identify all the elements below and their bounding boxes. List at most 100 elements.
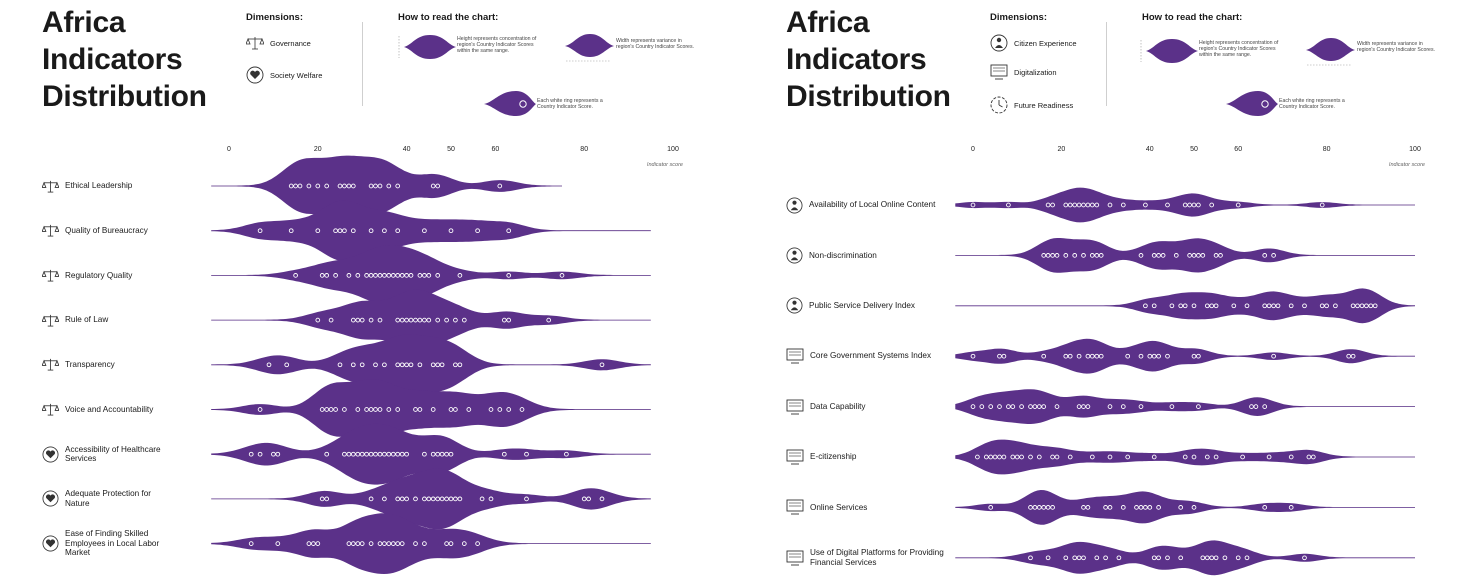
score-ring	[1081, 404, 1086, 409]
legend-ring-text: Each white ring represents a Country Ind…	[1279, 98, 1345, 110]
score-ring	[337, 228, 343, 234]
score-ring	[475, 228, 480, 234]
score-ring	[422, 541, 427, 546]
score-ring	[992, 454, 998, 460]
score-ring	[350, 228, 356, 234]
score-ring	[1010, 404, 1016, 409]
score-ring	[426, 496, 432, 502]
score-ring	[599, 362, 605, 368]
score-ring	[1262, 505, 1268, 510]
score-ring	[1350, 353, 1356, 359]
score-ring	[1213, 303, 1219, 309]
score-ring	[988, 454, 994, 460]
score-ring	[970, 404, 976, 409]
score-ring	[355, 317, 361, 323]
score-ring	[439, 362, 445, 368]
score-ring	[373, 362, 378, 368]
score-ring	[1191, 303, 1197, 309]
score-ring	[506, 317, 512, 323]
score-ring	[1178, 555, 1184, 561]
score-ring	[257, 228, 263, 234]
score-ring	[1094, 202, 1100, 208]
score-ring	[1187, 202, 1192, 208]
score-ring	[1147, 353, 1153, 359]
score-ring	[1151, 353, 1157, 359]
score-ring	[319, 407, 325, 412]
scales-icon	[42, 225, 59, 237]
score-ring	[373, 273, 378, 278]
right-panel: Africa Indicators Distribution Dimension…	[744, 0, 1472, 578]
score-ring	[524, 496, 529, 502]
row-label-non-discrimination: Non-discrimination	[786, 242, 946, 268]
score-ring	[430, 407, 436, 412]
score-ring	[435, 273, 441, 278]
score-ring	[404, 496, 409, 502]
score-ring	[315, 183, 321, 189]
score-ring	[1138, 353, 1144, 359]
score-ring	[506, 407, 512, 412]
score-ring	[988, 505, 994, 510]
score-ring	[1302, 555, 1307, 561]
score-ring	[1275, 303, 1281, 309]
tick-label: 50	[447, 146, 455, 153]
score-ring	[377, 317, 383, 323]
score-ring	[1222, 555, 1228, 561]
score-ring	[426, 273, 432, 278]
score-ring	[368, 451, 374, 457]
score-ring	[435, 451, 441, 457]
score-ring	[1288, 303, 1294, 309]
tick-label: 40	[1146, 146, 1154, 153]
score-ring	[1094, 253, 1100, 258]
scales-icon	[42, 180, 59, 192]
legend-width-text: Width represents variance in region's Co…	[1357, 41, 1435, 53]
score-ring	[1103, 505, 1108, 510]
score-ring	[1081, 253, 1086, 258]
score-ring	[1028, 555, 1033, 561]
score-ring	[1288, 454, 1294, 460]
score-ring	[1196, 353, 1201, 359]
score-ring	[1001, 454, 1007, 460]
score-ring	[1036, 454, 1042, 460]
score-ring	[315, 317, 321, 323]
score-ring	[386, 183, 392, 189]
score-ring	[1010, 454, 1016, 460]
score-ring	[355, 407, 361, 412]
violin-chart-left: 0 20 40 50 60 80 100 Indicator score	[211, 146, 683, 574]
score-ring	[1032, 404, 1038, 409]
scales-icon	[42, 403, 59, 416]
tick-label: 0	[971, 146, 975, 153]
score-ring	[275, 541, 281, 546]
score-ring	[1191, 253, 1197, 258]
row-label-accessibility-of-healthcare-services: Accessibility of Healthcare Services	[42, 441, 170, 467]
score-ring	[1094, 353, 1100, 359]
score-ring	[284, 362, 290, 368]
row-label-text: E-citizenship	[810, 452, 857, 462]
score-ring	[1032, 505, 1038, 510]
monitor-icon	[786, 499, 804, 515]
score-ring	[1045, 505, 1051, 510]
violin-data-capability	[955, 389, 1415, 424]
score-ring	[439, 451, 445, 457]
legend-height-text: Height represents concentration of regio…	[1199, 40, 1279, 58]
row-label-text: Ethical Leadership	[65, 181, 133, 191]
score-ring	[1196, 253, 1201, 258]
score-ring	[1204, 454, 1210, 460]
score-ring	[1151, 454, 1157, 460]
row-label-voice-and-accountability: Voice and Accountability	[42, 397, 170, 423]
score-ring	[355, 451, 361, 457]
score-ring	[382, 273, 387, 278]
score-ring	[382, 541, 387, 546]
score-ring	[426, 317, 432, 323]
score-ring	[399, 451, 405, 457]
score-ring	[1081, 555, 1086, 561]
score-ring	[1182, 202, 1188, 208]
score-ring	[1173, 253, 1179, 258]
score-ring	[1324, 303, 1329, 309]
score-ring	[506, 228, 512, 234]
score-ring	[1072, 555, 1078, 561]
dimension-society-welfare: Society Welfare	[246, 66, 322, 84]
violin-use-of-digital-platforms-for-providing-financial-services	[955, 540, 1415, 576]
score-ring	[479, 496, 485, 502]
score-ring	[413, 317, 418, 323]
row-label-use-of-digital-platforms-for-providing-financial-services: Use of Digital Platforms for Providing F…	[786, 545, 946, 571]
